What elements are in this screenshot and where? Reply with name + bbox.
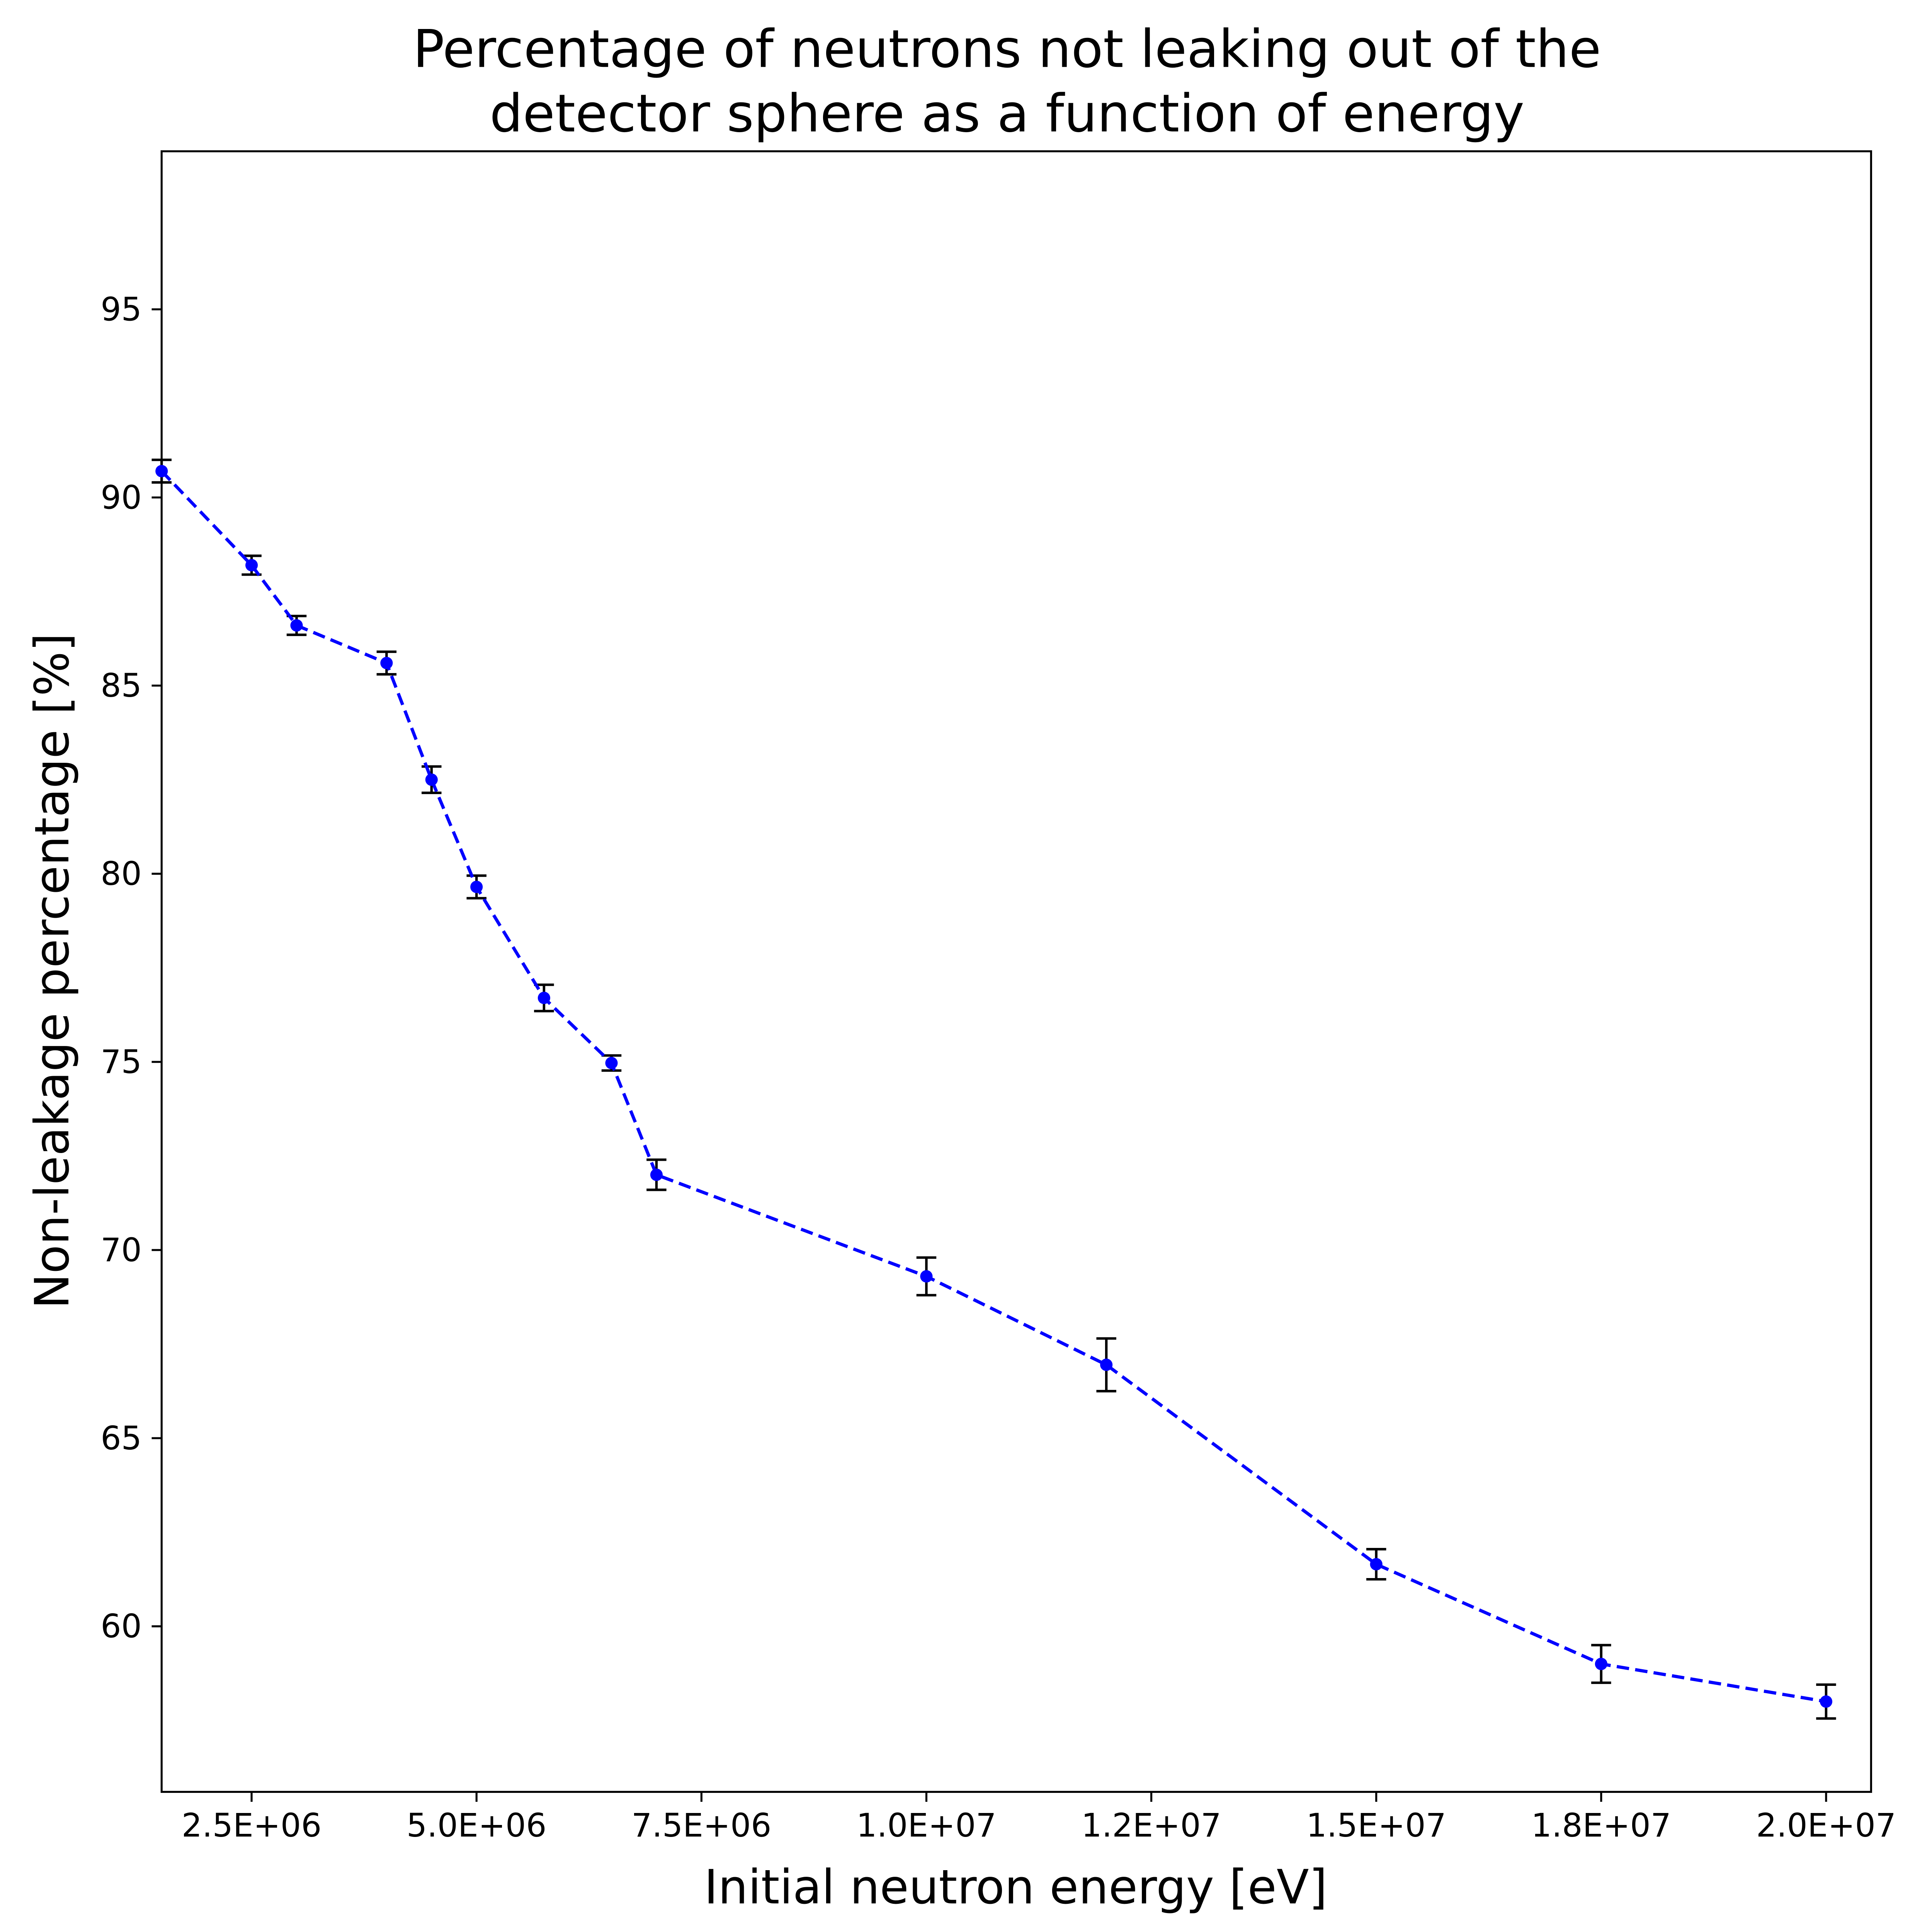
y-tick-label: 70 [100,1231,141,1269]
plot-area [151,458,1836,1720]
y-tick-label: 95 [100,291,141,328]
x-tick-label: 1.5E+07 [1306,1806,1446,1844]
data-point [470,881,483,893]
data-point [920,1270,933,1283]
x-tick-label: 1.0E+07 [856,1806,996,1844]
x-tick-label: 1.2E+07 [1081,1806,1221,1844]
data-point [1820,1695,1833,1708]
data-point [1370,1558,1383,1571]
chart-title: Percentage of neutrons not leaking out o… [413,19,1601,144]
x-axis-label: Initial neutron energy [eV] [704,1860,1327,1915]
x-tick-label: 2.5E+06 [182,1806,321,1844]
data-point [425,773,438,786]
x-tick-label: 5.0E+06 [406,1806,546,1844]
data-point [155,465,168,478]
y-tick-label: 75 [100,1043,141,1081]
data-point [650,1168,663,1181]
x-tick-label: 7.5E+06 [631,1806,771,1844]
y-tick-label: 65 [100,1419,141,1457]
y-tick-label: 90 [100,478,141,516]
data-point [245,559,258,571]
plot-frame [160,150,1872,1793]
y-tick-label: 60 [100,1607,141,1645]
data-point [537,992,550,1004]
data-point [290,619,303,632]
y-tick-label: 80 [100,855,141,893]
y-tick-label: 85 [100,667,141,704]
data-point [380,656,393,669]
y-axis-label: Non-leakage percentage [%] [25,633,80,1309]
data-point [1595,1658,1607,1670]
data-point [605,1057,618,1070]
x-tick-label: 1.8E+07 [1531,1806,1671,1844]
data-point [1100,1359,1113,1371]
x-tick-label: 2.0E+07 [1756,1806,1896,1844]
